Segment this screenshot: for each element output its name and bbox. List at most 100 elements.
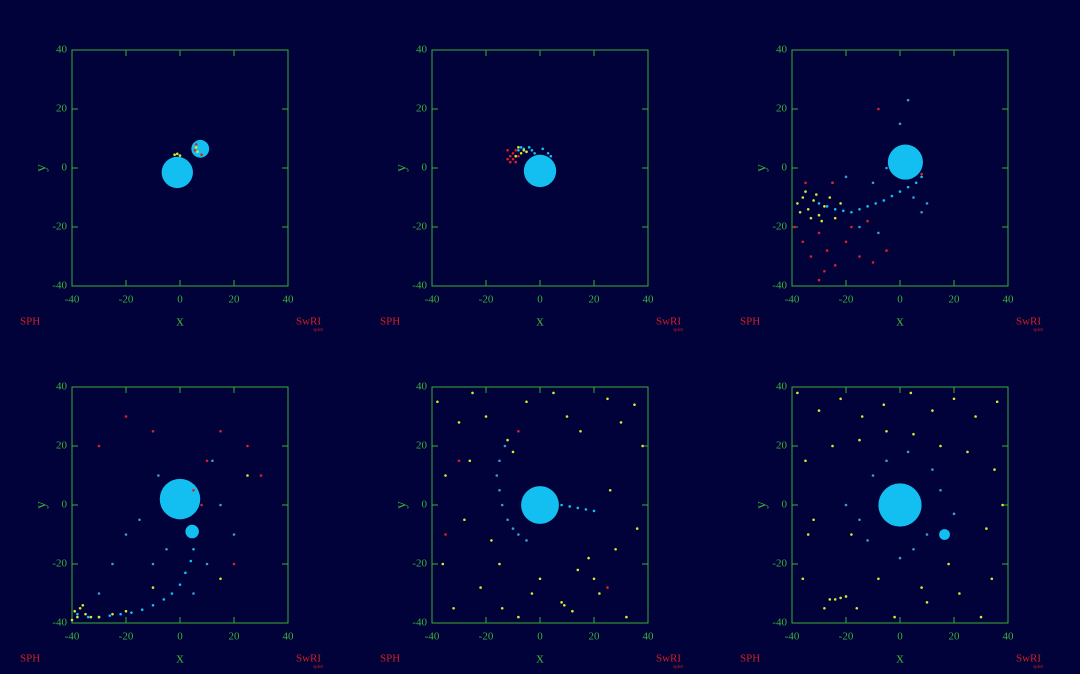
particle bbox=[858, 225, 861, 229]
y-tick-label: 20 bbox=[776, 103, 788, 115]
particle bbox=[912, 196, 915, 199]
y-tick-label: -20 bbox=[52, 558, 67, 570]
particle bbox=[906, 450, 910, 454]
particle bbox=[993, 468, 996, 471]
y-tick-label: 40 bbox=[56, 381, 68, 393]
particle bbox=[552, 500, 555, 504]
particle bbox=[457, 459, 461, 463]
x-tick-label: 40 bbox=[283, 294, 295, 306]
particle bbox=[519, 151, 523, 155]
y-tick-label: -20 bbox=[772, 221, 787, 233]
particle bbox=[796, 391, 799, 395]
left-note: SPH bbox=[20, 653, 40, 665]
particle bbox=[517, 154, 520, 158]
left-note: SPH bbox=[380, 316, 400, 328]
particle bbox=[81, 604, 85, 607]
x-tick-label: 20 bbox=[589, 294, 601, 306]
particle bbox=[436, 400, 439, 404]
y-tick-label: 20 bbox=[416, 440, 428, 452]
body bbox=[159, 478, 201, 520]
particle bbox=[576, 568, 580, 572]
particle bbox=[815, 193, 818, 196]
particle bbox=[817, 202, 821, 205]
left-note: SPH bbox=[20, 316, 40, 328]
x-tick-label: -40 bbox=[785, 631, 800, 643]
particle bbox=[877, 231, 880, 235]
particle bbox=[833, 598, 837, 601]
y-tick-label: 20 bbox=[56, 440, 68, 452]
x-tick-label: -40 bbox=[65, 294, 80, 306]
particle bbox=[817, 278, 821, 282]
particle bbox=[817, 409, 821, 412]
body bbox=[521, 486, 559, 524]
particle bbox=[514, 160, 517, 164]
right-note: SwRI bbox=[656, 316, 681, 328]
x-tick-label: 40 bbox=[283, 631, 295, 643]
particle bbox=[500, 503, 504, 507]
particle bbox=[823, 606, 826, 610]
particle bbox=[855, 606, 859, 610]
particle bbox=[130, 611, 133, 614]
particle bbox=[898, 190, 902, 193]
particle bbox=[952, 397, 956, 401]
particle bbox=[885, 429, 888, 433]
x-tick-label: -20 bbox=[839, 631, 854, 643]
credit: splot bbox=[1033, 665, 1043, 670]
particle bbox=[184, 571, 187, 575]
particle bbox=[801, 196, 805, 199]
particle bbox=[151, 562, 155, 566]
particle bbox=[509, 154, 512, 158]
particle bbox=[882, 403, 886, 407]
x-tick-label: 0 bbox=[537, 294, 543, 306]
particle bbox=[232, 562, 236, 566]
particle bbox=[192, 592, 195, 595]
particle bbox=[511, 527, 515, 530]
y-tick-label: 0 bbox=[62, 162, 68, 174]
right-note: SwRI bbox=[656, 653, 681, 665]
particle bbox=[205, 459, 209, 463]
particle bbox=[925, 202, 929, 205]
particle bbox=[844, 503, 848, 507]
particle bbox=[850, 533, 853, 536]
particle bbox=[73, 609, 76, 613]
particle bbox=[86, 615, 90, 619]
y-tick-label: -20 bbox=[412, 558, 427, 570]
particle bbox=[804, 181, 807, 185]
particle bbox=[525, 539, 528, 542]
left-note: SPH bbox=[740, 316, 760, 328]
particle bbox=[511, 450, 515, 454]
particle bbox=[798, 210, 802, 214]
particle bbox=[812, 518, 815, 522]
particle bbox=[495, 474, 499, 477]
particle bbox=[614, 547, 617, 551]
particle bbox=[909, 391, 913, 395]
particle bbox=[806, 208, 810, 211]
particle bbox=[912, 432, 915, 436]
particle bbox=[517, 615, 520, 619]
particle bbox=[517, 429, 520, 433]
particle bbox=[920, 210, 923, 214]
particle bbox=[608, 488, 612, 492]
particle bbox=[530, 592, 534, 595]
particle bbox=[882, 199, 886, 202]
x-tick-label: 20 bbox=[229, 294, 241, 306]
x-tick-label: -40 bbox=[785, 294, 800, 306]
x-tick-label: 20 bbox=[589, 631, 601, 643]
particle bbox=[124, 609, 128, 613]
particle bbox=[500, 606, 504, 610]
particle bbox=[806, 533, 810, 536]
y-tick-label: 0 bbox=[422, 499, 428, 511]
particle bbox=[809, 216, 813, 220]
particle bbox=[498, 459, 501, 463]
x-tick-label: 40 bbox=[643, 294, 655, 306]
x-tick-label: 0 bbox=[177, 294, 183, 306]
left-note: SPH bbox=[740, 653, 760, 665]
particle bbox=[633, 403, 636, 407]
particle bbox=[866, 219, 869, 223]
y-tick-label: -40 bbox=[52, 280, 67, 292]
particle bbox=[939, 444, 942, 448]
particle bbox=[151, 429, 155, 433]
particle bbox=[817, 231, 821, 235]
particle bbox=[525, 150, 528, 154]
